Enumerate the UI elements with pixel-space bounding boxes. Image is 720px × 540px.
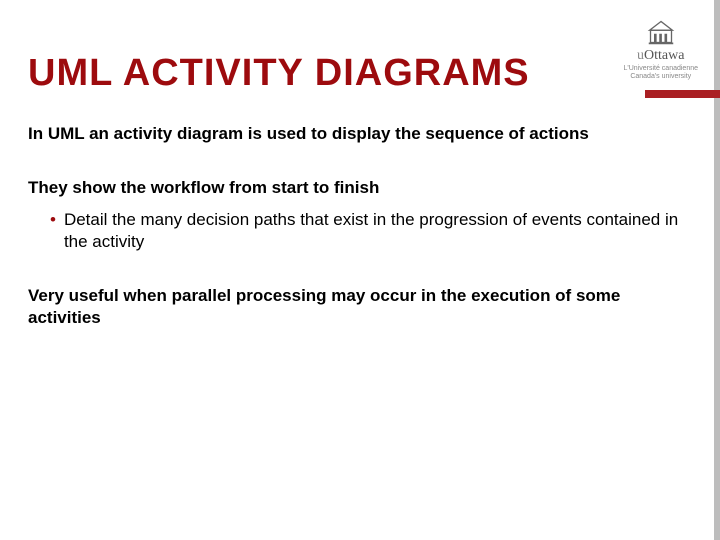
logo-wordmark: uOttawa [637,48,684,64]
slide-title: UML ACTIVITY DIAGRAMS [28,52,692,95]
logo-name: Ottawa [644,48,684,63]
paragraph-1: In UML an activity diagram is used to di… [28,123,692,145]
logo-prefix: u [637,48,644,63]
building-icon [647,18,675,46]
bullet-marker-icon: • [50,209,56,231]
tagline-line-2: Canada's university [624,73,699,81]
sub-bullet-1: • Detail the many decision paths that ex… [28,209,692,253]
university-logo: uOttawa L'Université canadienne Canada's… [624,18,699,80]
tagline-line-1: L'Université canadienne [624,65,699,73]
paragraph-2: They show the workflow from start to fin… [28,177,692,199]
slide-content: UML ACTIVITY DIAGRAMS In UML an activity… [0,0,720,540]
paragraph-3: Very useful when parallel processing may… [28,285,692,329]
sub-bullet-text: Detail the many decision paths that exis… [64,209,692,253]
red-accent-stripe [645,90,720,98]
logo-tagline: L'Université canadienne Canada's univers… [624,65,699,80]
